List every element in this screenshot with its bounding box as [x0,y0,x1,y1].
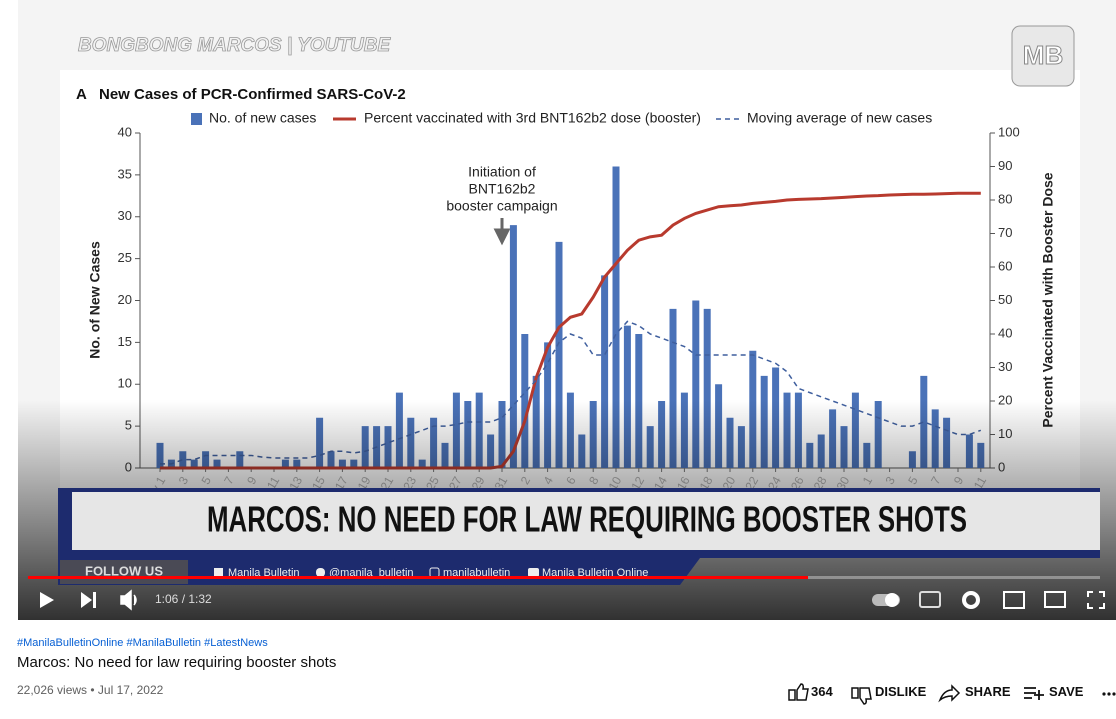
y-tick-label: 20 [118,292,132,307]
y2-tick-label: 90 [998,158,1012,173]
bar [623,325,631,468]
theater-button[interactable] [1044,591,1066,608]
follow-link[interactable]: Manila Bulletin Online [542,567,648,579]
bar [703,308,711,468]
overlay: MARCOS: NO NEED FOR LAW REQUIRING BOOSTE… [18,400,1116,620]
y2-tick-label: 50 [998,292,1012,307]
legend-swatch [191,113,202,125]
bar [612,166,620,468]
bar [601,275,609,468]
y2-tick-label: 30 [998,359,1012,374]
fullscreen-button[interactable] [1087,591,1105,609]
bar [669,308,677,468]
share-icon[interactable] [938,684,961,703]
icon [316,568,325,577]
y-tick-label: 25 [118,250,132,265]
hashtags[interactable]: #ManilaBulletinOnline #ManilaBulletin #L… [17,637,268,649]
banner-text: MARCOS: NO NEED FOR LAW REQUIRING BOOSTE… [207,499,967,540]
annotation: Initiation of [468,164,536,180]
follow-box [60,560,188,584]
annotation: BNT162b2 [469,181,536,197]
icon [214,568,223,577]
icon [528,568,539,577]
video-meta: 22,026 views • Jul 17, 2022 [17,683,164,697]
y2-tick-label: 60 [998,258,1012,273]
y-axis-label: No. of New Cases [87,241,103,359]
volume-button[interactable] [120,589,137,611]
annotation: booster campaign [446,198,557,214]
y-tick-label: 10 [118,376,132,391]
legend-label: No. of new cases [209,110,316,126]
cc-button[interactable] [919,591,941,608]
banner-box [72,492,1100,550]
save-icon[interactable] [1024,687,1044,700]
annotation-arrow [493,218,511,246]
y-tick-label: 15 [118,334,132,349]
y2-tick-label: 80 [998,191,1012,206]
watermark: BONGBONG MARCOS | YOUTUBE [78,35,391,56]
dislike-icon[interactable] [851,687,872,705]
legend-label: Moving average of new cases [747,110,932,126]
bar [692,300,700,468]
y-tick-label: 40 [118,124,132,139]
y2-tick-label: 40 [998,325,1012,340]
y2-tick-label: 100 [998,124,1020,139]
next-button[interactable] [81,592,96,608]
logo: MB [1023,40,1063,70]
dislike-button[interactable]: DISLIKE [875,684,927,699]
video-title: Marcos: No need for law requiring booste… [17,654,337,671]
bar [555,241,563,468]
share-button[interactable]: SHARE [965,684,1011,699]
bar [509,225,517,468]
follow-link[interactable]: Manila Bulletin [228,567,300,579]
time: 1:06 / 1:32 [155,592,212,606]
play-button[interactable] [40,592,54,608]
like-count[interactable]: 364 [811,684,833,699]
follow-link[interactable]: manilabulletin [443,567,510,579]
follow-label: FOLLOW US [85,563,163,578]
panel-label: A [76,86,87,103]
y-tick-label: 35 [118,166,132,181]
y2-axis-label: Percent Vaccinated with Booster Dose [1040,172,1056,427]
settings-button[interactable] [962,591,980,609]
legend-label: Percent vaccinated with 3rd BNT162b2 dos… [364,110,701,126]
more-button[interactable] [1102,692,1116,696]
progress-played[interactable] [28,576,808,579]
like-icon[interactable] [788,683,809,701]
y2-tick-label: 70 [998,225,1012,240]
chart-title: New Cases of PCR-Confirmed SARS-CoV-2 [99,86,406,103]
save-button[interactable]: SAVE [1049,684,1084,699]
y-tick-label: 30 [118,208,132,223]
logo-box [1011,25,1075,87]
miniplayer-button[interactable] [1003,591,1025,609]
autoplay-knob [885,593,899,607]
follow-link[interactable]: @manila_bulletin [329,567,414,579]
